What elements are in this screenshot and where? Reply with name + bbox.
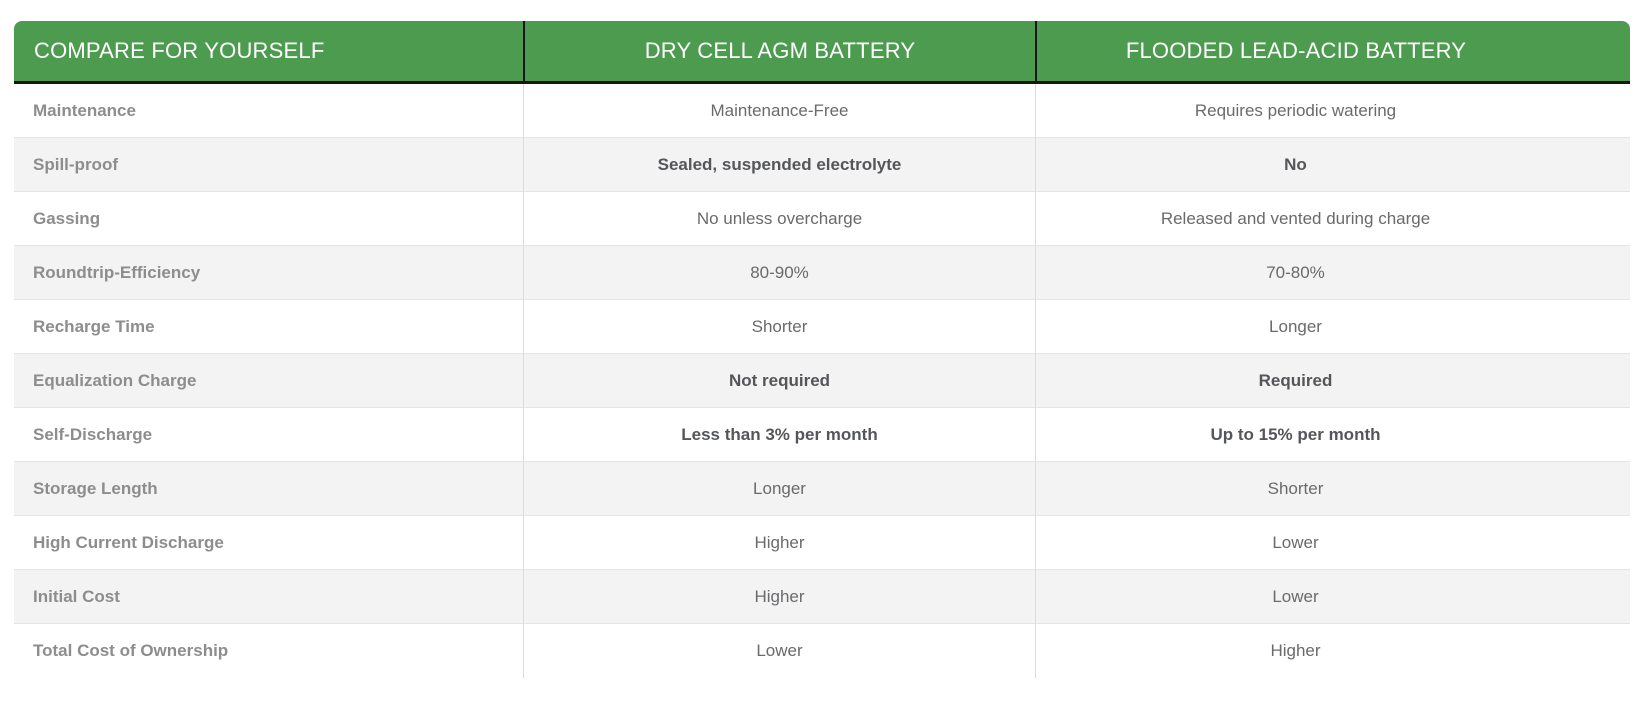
- table-row-gassing: Gassing No unless overcharge Released an…: [14, 192, 1630, 246]
- row-label: Total Cost of Ownership: [33, 641, 229, 660]
- table-body: Maintenance Maintenance-Free Requires pe…: [14, 84, 1630, 678]
- row-label: Storage Length: [33, 478, 158, 498]
- table-row-roundtrip-efficiency: Roundtrip-Efficiency 80-90% 70-80%: [14, 246, 1630, 300]
- agm-value-cell: Higher: [523, 570, 1035, 623]
- header-compare-for-yourself: COMPARE FOR YOURSELF: [14, 21, 523, 81]
- agm-value-cell: Lower: [523, 624, 1035, 678]
- table-row-spill-proof: Spill-proof Sealed, suspended electrolyt…: [14, 138, 1630, 192]
- row-label: High Current Discharge: [33, 532, 224, 552]
- flooded-value-cell: Released and vented during charge: [1035, 192, 1630, 245]
- row-label: Maintenance: [33, 100, 136, 120]
- flooded-value-cell: Required: [1035, 354, 1630, 407]
- flooded-value-cell: Shorter: [1035, 462, 1630, 515]
- table-row-storage-length: Storage Length Longer Shorter: [14, 462, 1630, 516]
- flooded-value-cell: 70-80%: [1035, 246, 1630, 299]
- row-label: Recharge Time: [33, 316, 155, 336]
- battery-comparison-table: COMPARE FOR YOURSELF DRY CELL AGM BATTER…: [14, 21, 1630, 678]
- agm-value-cell: Maintenance-Free: [523, 84, 1035, 137]
- agm-value-cell: Less than 3% per month: [523, 408, 1035, 461]
- row-label: Equalization Charge: [33, 370, 197, 390]
- agm-value-cell: Longer: [523, 462, 1035, 515]
- row-label: Initial Cost: [33, 586, 120, 606]
- table-row-maintenance: Maintenance Maintenance-Free Requires pe…: [14, 84, 1630, 138]
- row-label: Self-Discharge: [33, 424, 153, 444]
- flooded-value-cell: Lower: [1035, 516, 1630, 569]
- agm-value-cell: Sealed, suspended electrolyte: [523, 138, 1035, 191]
- agm-value-cell: No unless overcharge: [523, 192, 1035, 245]
- table-row-initial-cost: Initial Cost Higher Lower: [14, 570, 1630, 624]
- flooded-value-cell: Requires periodic watering: [1035, 84, 1630, 137]
- agm-value-cell: Higher: [523, 516, 1035, 569]
- table-row-total-cost-of-ownership: Total Cost of Ownership Lower Higher: [14, 624, 1630, 678]
- header-flooded-lead-acid-battery: FLOODED LEAD-ACID BATTERY: [1035, 21, 1630, 81]
- row-label: Gassing: [33, 208, 101, 228]
- agm-value-cell: Not required: [523, 354, 1035, 407]
- row-label: Spill-proof: [33, 154, 118, 174]
- table-row-self-discharge: Self-Discharge Less than 3% per month Up…: [14, 408, 1630, 462]
- flooded-value-cell: Higher: [1035, 624, 1630, 678]
- flooded-value-cell: No: [1035, 138, 1630, 191]
- table-row-recharge-time: Recharge Time Shorter Longer: [14, 300, 1630, 354]
- table-row-high-current-discharge: High Current Discharge Higher Lower: [14, 516, 1630, 570]
- agm-value-cell: Shorter: [523, 300, 1035, 353]
- flooded-value-cell: Up to 15% per month: [1035, 408, 1630, 461]
- table-header-row: COMPARE FOR YOURSELF DRY CELL AGM BATTER…: [14, 21, 1630, 84]
- header-dry-cell-agm-battery: DRY CELL AGM BATTERY: [523, 21, 1035, 81]
- table-row-equalization-charge: Equalization Charge Not required Require…: [14, 354, 1630, 408]
- flooded-value-cell: Longer: [1035, 300, 1630, 353]
- row-label: Roundtrip-Efficiency: [33, 262, 201, 282]
- agm-value-cell: 80-90%: [523, 246, 1035, 299]
- flooded-value-cell: Lower: [1035, 570, 1630, 623]
